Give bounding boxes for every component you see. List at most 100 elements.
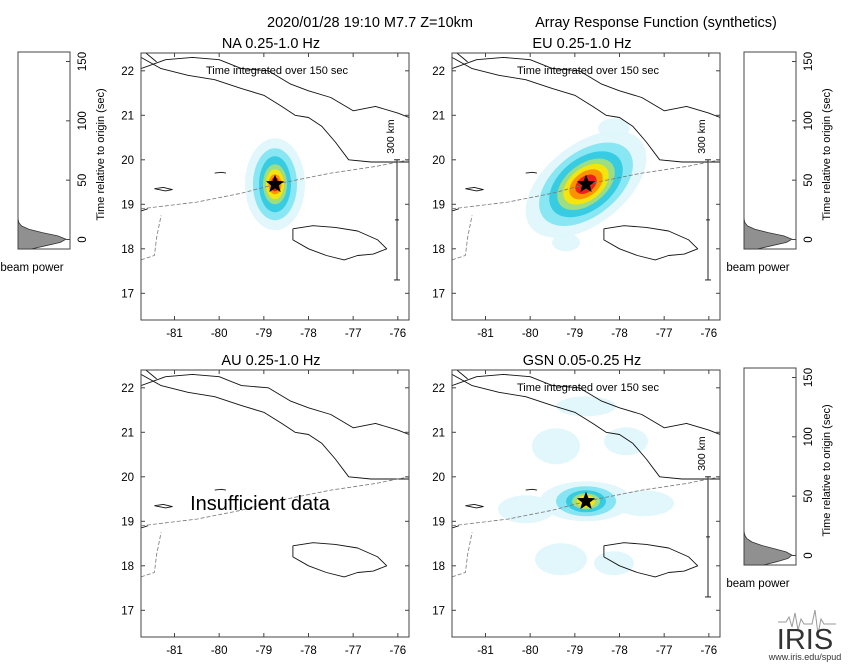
coastlines: [452, 370, 720, 578]
y-tick-label: 20: [432, 155, 445, 167]
cayman-coastline: [465, 503, 484, 509]
y-tick-label: 21: [121, 427, 134, 439]
beam-tick-label: 150: [803, 368, 815, 387]
cayman-coastline: [465, 186, 484, 192]
beam-power-na: 0 50 100 150 Time relative to origin (sec) be…: [0, 51, 107, 274]
x-tick-label: -78: [300, 328, 317, 340]
y-tick-label: 17: [432, 288, 445, 300]
cayman-coastline: [154, 186, 173, 192]
panel-subtitle: Time integrated over 150 sec: [517, 65, 660, 77]
y-tick-label: 22: [432, 383, 445, 395]
cuba-coastline: [452, 373, 720, 435]
island-coastline: [452, 525, 459, 529]
figure-title: Array Response Function (synthetics): [535, 15, 777, 31]
map-frame: [451, 52, 721, 321]
plate-boundary-line: [141, 215, 162, 261]
plate-boundary: [141, 476, 409, 578]
response-sidelobe: [556, 396, 616, 417]
plate-boundary-line: [452, 215, 473, 261]
cuba-coastline: [141, 57, 409, 163]
scale-bar-label: 300 km: [385, 119, 397, 154]
epicenter-star: [265, 174, 285, 193]
y-tick-label: 21: [432, 110, 445, 122]
map-panel-na: 300 km -81 -80 -79 -78 -77 -76 17 18 19 20 21 22 NA 0…: [121, 36, 410, 340]
plate-boundary: [452, 476, 720, 578]
x-tick-label: -76: [390, 328, 407, 340]
x-tick-label: -81: [477, 645, 494, 657]
cayman-coastline: [154, 503, 173, 509]
x-tick-label: -78: [611, 328, 628, 340]
cayman-coastline: [525, 171, 537, 174]
iris-url: www.iris.edu/spud: [768, 652, 842, 662]
x-tick-label: -80: [211, 328, 228, 340]
x-tick-label: -80: [522, 645, 539, 657]
x-tick-label: -78: [300, 645, 317, 657]
beam-tick-label: 0: [77, 236, 89, 242]
map-frame: [140, 369, 410, 638]
y-tick-label: 20: [432, 472, 445, 484]
y-tick-label: 17: [121, 288, 134, 300]
beam-tick-label: 150: [77, 52, 89, 71]
x-tick-label: -80: [522, 328, 539, 340]
scale-bar-label: 300 km: [696, 119, 708, 154]
map-panel-eu: 300 km -81 -80 -79 -78 -77 -76 17 18 19 20 21 22 EU 0…: [432, 36, 721, 340]
beam-ylabel: Time relative to origin (sec): [95, 88, 107, 220]
response-sidelobe: [594, 551, 634, 576]
map-panel-gsn: 300 km -81 -80 -79 -78 -77 -76 17 18 19 20 21 22 GSN …: [432, 353, 721, 657]
x-tick-label: -79: [567, 328, 584, 340]
x-tick-label: -77: [656, 645, 673, 657]
x-tick-label: -81: [166, 645, 183, 657]
y-tick-label: 19: [121, 199, 134, 211]
x-tick-label: -79: [256, 645, 273, 657]
cayman-coastline: [525, 488, 537, 491]
beam-xlabel: beam power: [0, 262, 63, 274]
beam-tick-label: 50: [803, 490, 815, 503]
cuba-coastline: [456, 370, 468, 380]
y-tick-label: 21: [432, 427, 445, 439]
x-tick-label: -80: [211, 645, 228, 657]
event-header: 2020/01/28 19:10 M7.7 Z=10km: [267, 15, 473, 31]
x-tick-label: -77: [656, 328, 673, 340]
cuba-coastline: [456, 53, 468, 63]
cuba-coastline: [141, 374, 409, 480]
x-tick-label: -79: [256, 328, 273, 340]
response-sidelobe: [552, 233, 580, 252]
jamaica-coastline: [292, 225, 388, 261]
plate-boundary: [141, 159, 409, 261]
cuba-coastline: [145, 53, 157, 63]
island-coastline: [452, 208, 459, 212]
coastlines: [452, 53, 720, 261]
x-tick-label: -81: [166, 328, 183, 340]
plate-boundary-line: [452, 159, 720, 210]
beam-tick-label: 50: [77, 174, 89, 187]
beam-frame: [17, 51, 71, 250]
seismogram-icon: [778, 609, 836, 635]
jamaica-coastline: [603, 225, 699, 261]
response-sidelobe: [604, 427, 648, 456]
scale-bar-label: 300 km: [696, 436, 708, 471]
y-tick-label: 22: [121, 383, 134, 395]
epicenter-star: [576, 174, 596, 193]
beam-panels: 0 50 100 150 Time relative to origin (sec) be…: [0, 51, 833, 590]
y-tick-label: 18: [121, 561, 134, 573]
plate-boundary-line: [452, 532, 473, 578]
beam-power-gsn: 0 50 100 150 Time relative to origin (sec) be…: [726, 367, 833, 590]
beam-tick-label: 0: [803, 236, 815, 242]
beam-frame: [743, 367, 797, 566]
panel-subtitle: Time integrated over 150 sec: [517, 382, 660, 394]
map-frame: [140, 52, 410, 321]
panel-title: AU 0.25-1.0 Hz: [221, 353, 320, 369]
response-sidelobe: [535, 543, 587, 576]
response-sidelobe: [598, 118, 630, 139]
y-tick-label: 22: [432, 66, 445, 78]
plate-boundary-line: [141, 159, 409, 210]
panel-title: GSN 0.05-0.25 Hz: [523, 353, 641, 369]
cuba-coastline: [141, 373, 409, 435]
coastlines: [141, 370, 409, 578]
x-tick-label: -79: [567, 645, 584, 657]
x-tick-label: -77: [345, 645, 362, 657]
iris-logo: IRIS www.iris.edu/spud: [768, 609, 842, 662]
cuba-coastline: [452, 374, 720, 480]
jamaica-coastline: [603, 542, 699, 578]
